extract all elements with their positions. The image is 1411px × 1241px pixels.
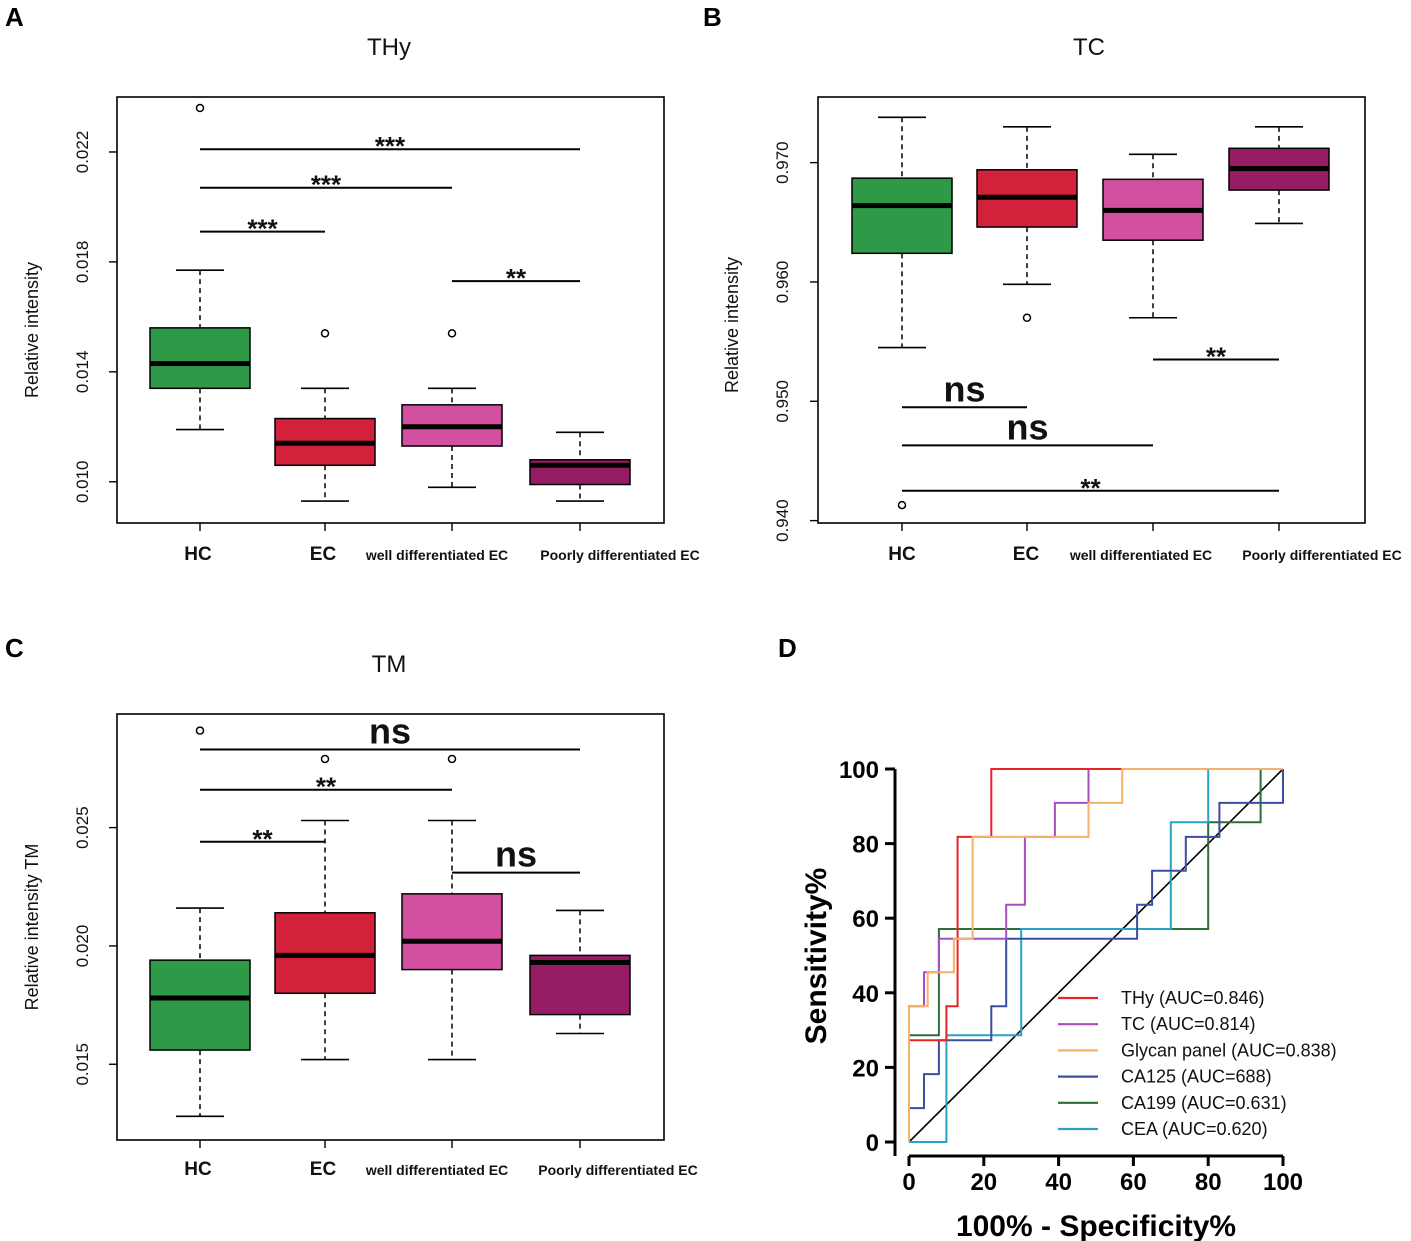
panel-d-x-tick-label: 0 [902,1169,915,1196]
panel-c-y-tick-label: 0.020 [73,925,92,968]
panel-d-y-tick-label: 20 [852,1055,879,1082]
panel-b-significance-label: ** [1080,473,1101,503]
panel-c-plot-frame [116,713,665,1141]
panel-d-y-tick-label: 80 [852,832,879,859]
panel-c-x-category-label: HC [184,1159,212,1180]
panel-a-significance-label: *** [247,214,278,244]
panel-d-y-axis-label: Sensitivity% [800,868,833,1045]
panel-d-reference-diagonal [908,768,1284,1143]
panel-d-legend-label: CEA (AUC=0.620) [1121,1119,1268,1139]
panel-d-x-tick-label: 80 [1195,1169,1222,1196]
panel-d-x-tick-label: 20 [970,1169,997,1196]
panel-d-x-tick-label: 40 [1045,1169,1072,1196]
panel-c-significance-label: ** [316,772,337,802]
panel-c-outlier-point [447,754,457,764]
panel-a-letter: A [5,2,24,32]
panel-d-roc-curve-4 [908,769,1284,1142]
panel-c-y-tick-label: 0.015 [73,1043,92,1086]
panel-a-plot-frame [116,96,665,524]
panel-d-y-tick-label: 0 [866,1130,879,1157]
panel-b-x-category-label: EC [1013,544,1040,565]
panel-d-roc-curve-5 [908,768,1283,1142]
panel-d-roc-curve-3 [908,768,1283,1142]
panel-d-y-tick-label: 60 [852,906,879,933]
panel-d-legend-label: Glycan panel (AUC=0.838) [1121,1040,1337,1060]
panel-c-significance-label: ** [252,824,273,854]
panel-d-legend-label: CA125 (AUC=688) [1121,1067,1272,1087]
panel-b-outlier-point [897,500,907,510]
panel-b-significance-label: ** [1206,342,1227,372]
panel-a-outlier-point [195,103,205,113]
panel-d-roc-curve-6 [909,768,1283,1143]
panel-a-significance-label: ** [506,263,527,293]
panel-b-significance-label: ns [1006,406,1048,447]
panel-d-legend-label: CA199 (AUC=0.631) [1121,1093,1287,1113]
panel-d-letter: D [778,633,797,663]
panel-d-legend-label: THy (AUC=0.846) [1121,988,1265,1008]
panel-c-x-category-label: EC [310,1159,337,1180]
panel-c-box-4 [529,954,631,1016]
panel-d-roc-curve-1 [908,768,1283,1142]
panel-b-outlier-point [1022,313,1032,323]
panel-a-y-tick-label: 0.022 [73,131,92,174]
panel-c-outlier-point [320,754,330,764]
panel-b-significance-label: ns [943,368,985,409]
panel-b-x-category-label: well differentiated EC [1069,547,1212,563]
panel-b-y-axis-label: Relative intensity [722,257,742,393]
panel-b-y-tick-label: 0.950 [773,380,792,423]
panel-b-box-1 [851,177,953,255]
panel-a-x-category-label: EC [310,544,337,565]
panel-c-x-category-label: Poorly differentiated EC [538,1162,697,1178]
panel-c-x-category-label: well differentiated EC [365,1162,508,1178]
panel-a-y-tick-label: 0.018 [73,241,92,284]
panel-a-x-category-label: Poorly differentiated EC [540,547,699,563]
panel-a-significance-label: *** [311,170,342,200]
panel-d-y-tick-label: 100 [839,757,879,784]
panel-d-legend-label: TC (AUC=0.814) [1121,1014,1256,1034]
panel-a-x-category-label: HC [184,544,212,565]
panel-a-x-category-label: well differentiated EC [365,547,508,563]
panel-b-x-category-label: HC [888,544,916,565]
panel-d-x-tick-label: 100 [1263,1169,1303,1196]
panel-c-title: TM [372,651,407,678]
panel-c-letter: C [5,633,24,663]
panel-a-y-axis-label: Relative intensity [22,262,42,398]
panel-c-significance-label: ns [369,711,411,752]
panel-a-outlier-point [447,329,457,338]
panel-c-significance-label: ns [495,834,537,875]
panel-b-plot-frame [817,96,1366,524]
panel-d-roc-curve-2 [908,768,1283,1142]
panel-b-y-tick-label: 0.940 [773,499,792,542]
panel-d-x-axis-label: 100% - Specificity% [956,1210,1236,1241]
panel-c-box-3 [401,893,503,971]
panel-d-y-tick-label: 40 [852,981,879,1008]
panel-a-significance-label: *** [375,131,406,161]
panel-b-letter: B [703,2,722,32]
panel-c-y-axis-label: Relative intensity TM [22,844,42,1011]
panel-d-x-tick-label: 60 [1120,1169,1147,1196]
panel-c-y-tick-label: 0.025 [73,806,92,849]
panel-a-title: THy [367,34,411,61]
panel-a-outlier-point [320,329,330,338]
panel-c-box-1 [149,959,251,1051]
panel-a-box-1 [149,327,251,390]
panel-b-y-tick-label: 0.960 [773,261,792,304]
panel-b-y-tick-label: 0.970 [773,141,792,184]
panel-a-y-tick-label: 0.014 [73,351,92,394]
panel-c-outlier-point [195,726,205,735]
panel-b-title: TC [1073,34,1105,61]
panel-a-y-tick-label: 0.010 [73,461,92,504]
panel-b-x-category-label: Poorly differentiated EC [1242,547,1401,563]
